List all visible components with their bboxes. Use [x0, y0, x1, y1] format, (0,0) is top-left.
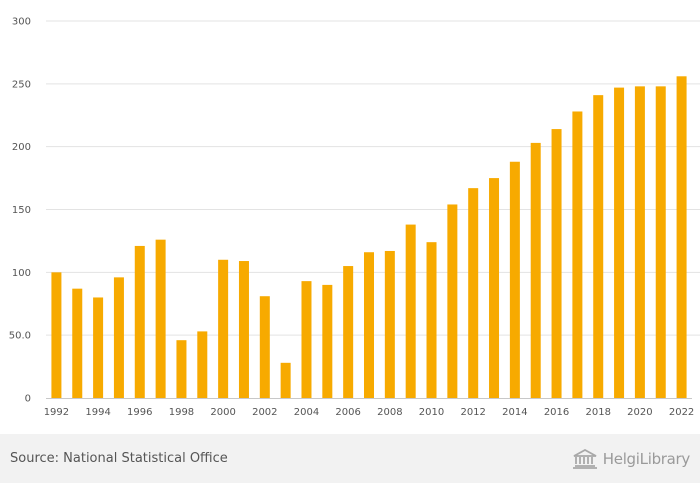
- bar: [238, 261, 249, 398]
- x-tick-label: 1996: [127, 407, 152, 418]
- bar: [280, 362, 291, 398]
- x-tick-label: 2000: [210, 407, 235, 418]
- bar: [384, 250, 395, 398]
- x-tick-label: 1998: [169, 407, 194, 418]
- bar: [176, 340, 187, 398]
- x-tick-label: 2016: [544, 407, 569, 418]
- bar: [155, 239, 166, 398]
- bar: [93, 297, 104, 398]
- x-tick-label: 2022: [669, 407, 694, 418]
- bar: [593, 95, 604, 398]
- bar: [676, 76, 687, 398]
- x-tick-label: 1992: [44, 407, 69, 418]
- bar: [489, 178, 500, 398]
- bar: [72, 288, 83, 398]
- bar: [426, 242, 437, 398]
- bar: [113, 277, 124, 398]
- bar: [343, 266, 354, 398]
- x-tick-label: 2006: [335, 407, 360, 418]
- bar: [468, 188, 479, 398]
- y-tick-label: 150: [12, 205, 31, 216]
- y-tick-label: 0: [25, 394, 31, 405]
- bar: [51, 272, 62, 398]
- x-tick-label: 2018: [585, 407, 610, 418]
- x-tick-label: 2020: [627, 407, 652, 418]
- bar: [509, 161, 520, 398]
- bar: [197, 331, 208, 398]
- bar: [218, 259, 229, 398]
- bar: [322, 284, 333, 398]
- x-tick-label: 2004: [294, 407, 319, 418]
- footer: Source: National Statistical Office Helg…: [0, 434, 700, 483]
- bar: [572, 111, 583, 398]
- x-tick-label: 2010: [419, 407, 444, 418]
- source-note: Source: National Statistical Office: [10, 451, 228, 466]
- bar: [363, 252, 375, 398]
- x-tick-label: 1994: [85, 407, 110, 418]
- y-tick-label: 100: [12, 268, 31, 279]
- helgi-library-logo[interactable]: HelgiLibrary: [572, 447, 690, 471]
- bar: [447, 204, 458, 398]
- bar: [634, 86, 645, 398]
- library-building-icon: [572, 449, 597, 469]
- bar: [301, 281, 312, 398]
- bar: [134, 245, 145, 398]
- bar: [551, 129, 562, 398]
- bar: [614, 87, 625, 398]
- x-tick-label: 2012: [460, 407, 485, 418]
- x-tick-label: 2002: [252, 407, 277, 418]
- y-tick-label: 200: [12, 142, 31, 153]
- x-tick-label: 2008: [377, 407, 402, 418]
- logo-text: HelgiLibrary: [602, 450, 691, 468]
- y-tick-label: 50.0: [9, 331, 31, 342]
- y-tick-label: 250: [12, 79, 31, 90]
- bar: [259, 296, 270, 398]
- bar: [530, 142, 541, 398]
- y-tick-label: 300: [12, 17, 31, 28]
- bar-chart: 0 50.0 100 150 200 250 300 1992 1994 1996 1998 2000…: [9, 17, 700, 418]
- bar: [405, 224, 416, 398]
- bar: [655, 86, 666, 398]
- x-tick-label: 2014: [502, 407, 527, 418]
